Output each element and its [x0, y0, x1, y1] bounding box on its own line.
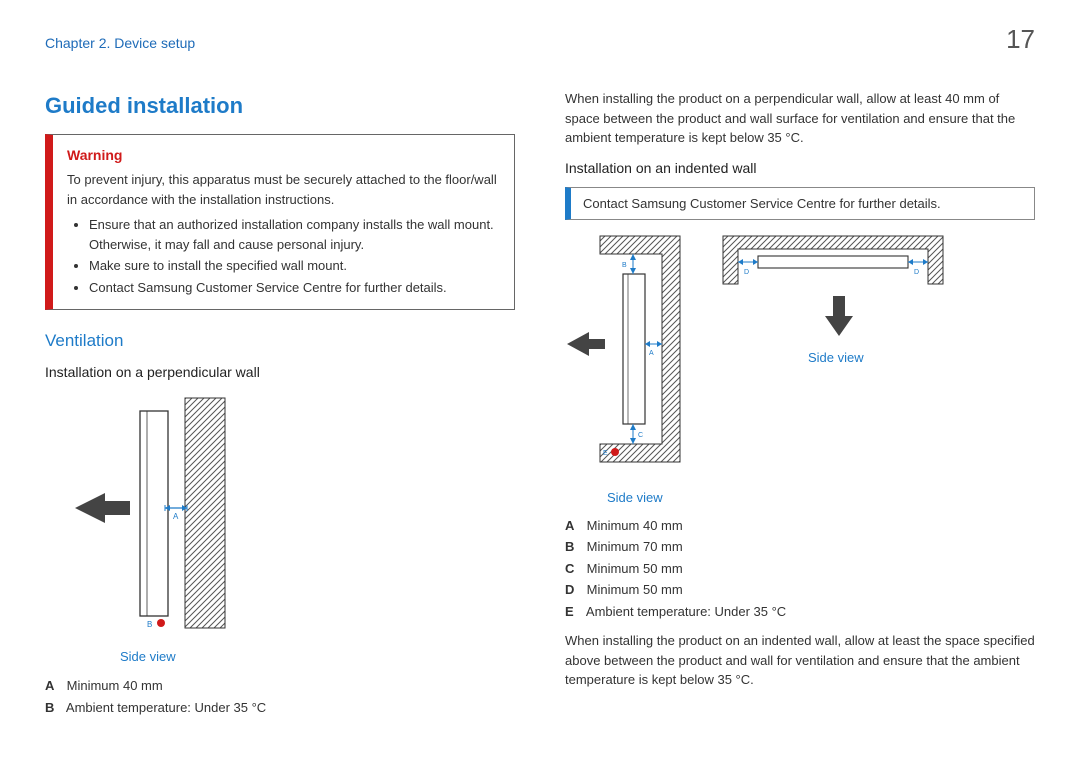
legend-text: Ambient temperature: Under 35 °C	[586, 604, 786, 619]
closing-paragraph: When installing the product on an indent…	[565, 631, 1035, 690]
svg-text:B: B	[622, 262, 627, 269]
indented-side-diagram: B A C E	[565, 234, 690, 508]
svg-text:B: B	[147, 620, 152, 629]
page-number: 17	[1006, 20, 1035, 59]
warning-label: Warning	[67, 145, 500, 166]
legend-text: Ambient temperature: Under 35 °C	[66, 700, 266, 715]
perpendicular-diagram-svg: A B	[65, 393, 255, 643]
legend-text: Minimum 50 mm	[587, 582, 683, 597]
indented-side-svg: B A C E	[565, 234, 690, 484]
info-box: Contact Samsung Customer Service Centre …	[565, 187, 1035, 221]
legend-key: D	[565, 580, 583, 600]
legend-key: A	[45, 676, 63, 696]
warning-bullet: Contact Samsung Customer Service Centre …	[89, 278, 500, 298]
legend-item: B Ambient temperature: Under 35 °C	[45, 698, 515, 718]
page-title: Guided installation	[45, 89, 515, 122]
legend-key: B	[45, 698, 63, 718]
warning-bullets: Ensure that an authorized installation c…	[67, 215, 500, 297]
indented-diagrams: B A C E	[565, 234, 1035, 508]
subsection-title: Installation on an indented wall	[565, 158, 1035, 179]
warning-bullet: Make sure to install the specified wall …	[89, 256, 500, 276]
legend-item: C Minimum 50 mm	[565, 559, 1035, 579]
warning-box: Warning To prevent injury, this apparatu…	[45, 134, 515, 310]
legend-indented: A Minimum 40 mm B Minimum 70 mm C Minimu…	[565, 516, 1035, 622]
indented-top-diagram: D D Side view	[718, 234, 948, 368]
diagram-caption: Side view	[607, 488, 690, 508]
legend-text: Minimum 50 mm	[587, 561, 683, 576]
intro-paragraph: When installing the product on a perpend…	[565, 89, 1035, 148]
legend-item: E Ambient temperature: Under 35 °C	[565, 602, 1035, 622]
warning-body: To prevent injury, this apparatus must b…	[67, 170, 500, 209]
legend-key: C	[565, 559, 583, 579]
legend-text: Minimum 40 mm	[67, 678, 163, 693]
svg-text:D: D	[744, 269, 749, 276]
chapter-label: Chapter 2. Device setup	[45, 33, 195, 54]
left-column: Guided installation Warning To prevent i…	[45, 89, 515, 727]
svg-text:C: C	[638, 432, 643, 439]
legend-item: A Minimum 40 mm	[565, 516, 1035, 536]
legend-item: B Minimum 70 mm	[565, 537, 1035, 557]
legend-text: Minimum 70 mm	[587, 539, 683, 554]
diagram-caption: Side view	[808, 348, 948, 368]
right-column: When installing the product on a perpend…	[565, 89, 1035, 727]
svg-text:A: A	[649, 350, 654, 357]
perpendicular-diagram: A B Side view	[65, 393, 515, 667]
legend-perpendicular: A Minimum 40 mm B Ambient temperature: U…	[45, 676, 515, 717]
legend-item: D Minimum 50 mm	[565, 580, 1035, 600]
legend-key: E	[565, 602, 583, 622]
legend-key: B	[565, 537, 583, 557]
page-header: Chapter 2. Device setup 17	[45, 20, 1035, 59]
warning-bullet: Ensure that an authorized installation c…	[89, 215, 500, 254]
svg-text:D: D	[914, 269, 919, 276]
legend-item: A Minimum 40 mm	[45, 676, 515, 696]
legend-key: A	[565, 516, 583, 536]
indented-top-svg: D D	[718, 234, 948, 344]
diagram-caption: Side view	[120, 647, 515, 667]
section-title: Ventilation	[45, 328, 515, 354]
svg-text:E: E	[603, 450, 608, 457]
legend-text: Minimum 40 mm	[587, 518, 683, 533]
subsection-title: Installation on a perpendicular wall	[45, 362, 515, 383]
svg-text:A: A	[173, 512, 179, 521]
